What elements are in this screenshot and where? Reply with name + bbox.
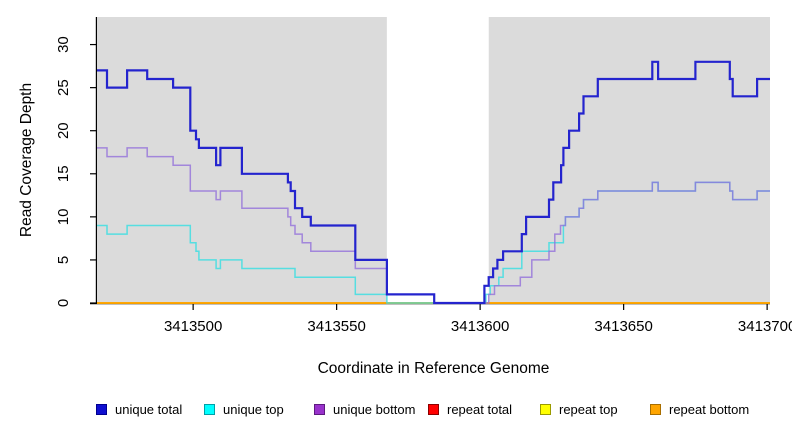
legend-item-repeat-total: repeat total [428, 401, 512, 417]
unique-bottom-swatch-icon [314, 403, 325, 415]
x-tick-label: 3413600 [451, 318, 509, 335]
legend-item-unique-bottom: unique bottom [314, 401, 415, 417]
x-tick-label: 3413700 [738, 318, 792, 335]
uncovered-gap-band [386, 17, 489, 303]
x-tick-label: 3413500 [164, 318, 222, 335]
unique-top-swatch-icon [204, 403, 215, 415]
y-tick-label: 10 [55, 209, 72, 226]
legend-label: unique bottom [333, 401, 416, 417]
plot-legend: unique total unique top unique bottom re… [0, 401, 792, 423]
x-axis-title: Coordinate in Reference Genome [318, 360, 550, 377]
legend-label: repeat top [559, 401, 618, 417]
legend-label: repeat bottom [669, 401, 750, 417]
legend-label: unique top [223, 401, 284, 417]
legend-label: unique total [115, 401, 183, 417]
legend-item-repeat-bottom: repeat bottom [650, 401, 749, 417]
repeat-total-swatch-icon [428, 403, 439, 415]
repeat-top-swatch-icon [540, 403, 551, 415]
legend-label: repeat total [447, 401, 513, 417]
y-tick-label: 5 [55, 256, 72, 264]
x-tick-label: 3413550 [307, 318, 365, 335]
y-tick-label: 30 [55, 36, 72, 53]
y-tick-label: 25 [55, 79, 72, 96]
series-unique-bottom [97, 147, 770, 304]
unique-total-swatch-icon [96, 403, 107, 415]
repeat-bottom-swatch-icon [650, 403, 661, 415]
series-unique-total [97, 60, 770, 305]
y-axis-title: Read Coverage Depth [18, 83, 35, 237]
y-tick-label: 0 [55, 299, 72, 307]
legend-item-unique-total: unique total [96, 401, 182, 417]
x-tick-label: 3413650 [594, 318, 652, 335]
y-tick-label: 15 [55, 165, 72, 182]
y-tick-label: 20 [55, 122, 72, 139]
legend-item-repeat-top: repeat top [540, 401, 618, 417]
legend-item-unique-top: unique top [204, 401, 284, 417]
